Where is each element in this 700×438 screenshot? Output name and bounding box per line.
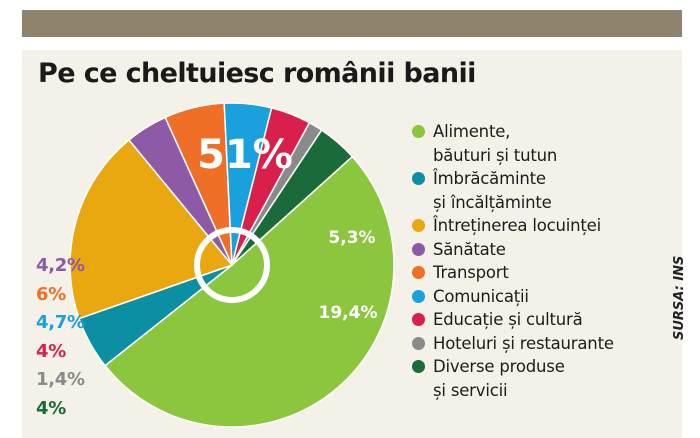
data-label-transport: 6% bbox=[36, 283, 66, 305]
legend-swatch bbox=[412, 289, 425, 303]
legend-swatch bbox=[412, 313, 425, 326]
legend-label: Sănătate bbox=[433, 239, 506, 259]
legend-item-intretinere: Întreținerea locuinței bbox=[412, 214, 614, 238]
legend-label: Îmbrăcăminte bbox=[433, 169, 546, 188]
data-label-alimente: 51% bbox=[197, 132, 293, 178]
source-note: SURSA: INS bbox=[672, 255, 687, 340]
pie-slice-diverse bbox=[231, 129, 354, 266]
legend-label: Alimente, bbox=[433, 122, 511, 141]
legend-swatch bbox=[412, 266, 425, 279]
header-bar bbox=[22, 10, 682, 37]
legend-label: Educație și cultură bbox=[433, 310, 583, 329]
data-label-hoteluri: 1,4% bbox=[36, 369, 85, 390]
data-label-sanatate: 4,2% bbox=[36, 255, 85, 276]
legend-label: Transport bbox=[433, 263, 509, 282]
data-label-diverse: 4% bbox=[36, 397, 66, 419]
data-label-comunicatii: 4,7% bbox=[36, 312, 85, 333]
small-values-list: 4,2% 6% 4,7% 4% 1,4% 4% bbox=[36, 252, 85, 423]
chart-title: Pe ce cheltuiesc românii banii bbox=[38, 58, 476, 89]
legend-item-comunicatii: Comunicații bbox=[412, 285, 614, 309]
data-label-imbracaminte: 5,3% bbox=[328, 228, 375, 248]
legend-item-diverse: Diverse produse și servicii bbox=[412, 355, 614, 402]
pie-slice-intretinere bbox=[69, 138, 234, 320]
legend-label: Hoteluri și restaurante bbox=[433, 333, 614, 353]
legend-item-imbracaminte: Îmbrăcăminte și încălțăminte bbox=[412, 167, 614, 214]
legend-label: băuturi și tutun bbox=[433, 145, 558, 165]
legend-swatch bbox=[412, 172, 425, 185]
data-label-intretinere: 19,4% bbox=[319, 303, 378, 323]
data-label-educatie: 4% bbox=[36, 340, 66, 362]
legend-swatch bbox=[412, 242, 425, 256]
legend-item-hoteluri: Hoteluri și restaurante bbox=[412, 332, 614, 356]
pie-slice-alimente bbox=[103, 155, 395, 428]
legend-item-transport: Transport bbox=[412, 261, 614, 285]
legend-label: Comunicații bbox=[433, 286, 529, 306]
legend-label: și încălțăminte bbox=[433, 192, 552, 212]
legend-label: Întreținerea locuinței bbox=[433, 216, 602, 235]
legend-swatch bbox=[412, 336, 425, 350]
legend-item-educatie: Educație și cultură bbox=[412, 308, 614, 332]
chart-legend: Alimente, băuturi și tutun Îmbrăcăminte și … bbox=[412, 120, 614, 402]
legend-swatch bbox=[412, 219, 425, 232]
center-ring bbox=[194, 227, 270, 303]
legend-item-sanatate: Sănătate bbox=[412, 238, 614, 262]
legend-swatch bbox=[412, 125, 425, 138]
legend-label: și servicii bbox=[433, 380, 508, 400]
legend-swatch bbox=[412, 360, 425, 373]
legend-label: Diverse produse bbox=[433, 357, 565, 376]
legend-item-alimente: Alimente, băuturi și tutun bbox=[412, 120, 614, 167]
